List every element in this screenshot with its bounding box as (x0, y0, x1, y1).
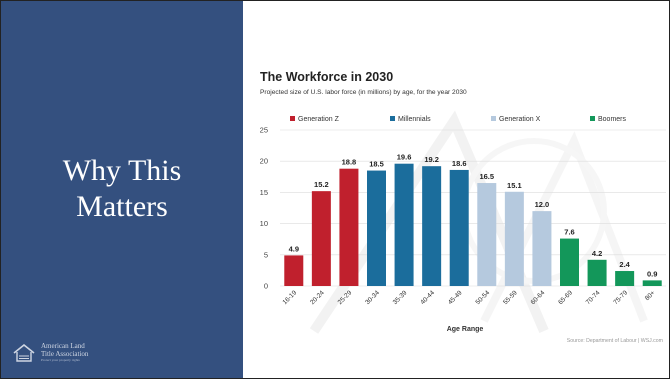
chart-title: The Workforce in 2030 (260, 70, 393, 84)
bar-value-label: 19.2 (424, 155, 439, 164)
y-tick-labels: 0 5 10 15 20 25 (260, 126, 268, 291)
title-panel: Why This Matters American Land Title Ass… (1, 1, 243, 378)
x-tick-label: 20-24 (309, 289, 326, 306)
legend-label: Boomers (598, 116, 627, 123)
x-tick-label: 30-34 (364, 289, 381, 306)
y-tick-label: 5 (264, 250, 268, 259)
legend-label: Generation X (499, 116, 541, 123)
logo-tagline: Protect your property rights (41, 358, 80, 362)
bars (284, 163, 662, 286)
legend-swatch (590, 116, 595, 121)
bar (532, 211, 552, 286)
bar (615, 271, 635, 286)
bar-value-label: 18.8 (342, 158, 357, 167)
x-tick-label: 65-69 (557, 289, 574, 306)
bar-value-label: 7.6 (564, 228, 574, 237)
y-tick-label: 10 (260, 219, 268, 228)
logo-text: American Land Title Association Protect … (41, 342, 88, 363)
x-tick-label: 16-19 (281, 289, 298, 306)
bar-value-label: 4.2 (592, 249, 602, 258)
bar-value-label: 4.9 (289, 244, 299, 253)
bar (504, 191, 524, 286)
legend-swatch (491, 116, 496, 121)
bar (284, 255, 304, 286)
y-tick-label: 15 (260, 188, 268, 197)
y-tick-label: 0 (264, 282, 268, 291)
bar (587, 259, 607, 286)
x-tick-label: 35-39 (392, 289, 409, 306)
workforce-bar-chart: The Workforce in 2030 Projected size of … (260, 70, 666, 344)
slide-title-line-1: Why This (62, 154, 182, 187)
alta-logo: American Land Title Association Protect … (13, 342, 133, 364)
chart-subtitle: Projected size of U.S. labor force (in m… (260, 89, 467, 96)
bar (449, 169, 469, 286)
value-labels: 4.9 15.2 18.8 18.5 19.6 19.2 18.6 16.5 15.1 12.0 7… (289, 153, 658, 279)
bar (394, 163, 414, 286)
logo-line-1: American Land (41, 342, 85, 350)
bar-value-label: 0.9 (647, 269, 657, 278)
x-tick-label: 55-59 (502, 289, 519, 306)
legend-swatch (390, 116, 395, 121)
bar (311, 191, 331, 286)
y-tick-label: 25 (260, 126, 268, 135)
legend-label: Millennials (398, 116, 431, 123)
x-tick-label: 80+ (644, 289, 657, 302)
y-tick-label: 20 (260, 157, 268, 166)
slide-title: Why This Matters (1, 153, 243, 225)
x-axis-label: Age Range (447, 326, 484, 333)
bar-value-label: 16.5 (479, 172, 494, 181)
bar-value-label: 18.5 (369, 160, 384, 169)
bar (642, 280, 662, 286)
x-tick-label: 70-74 (585, 289, 602, 306)
legend-label: Generation Z (298, 116, 340, 123)
bar-value-label: 15.2 (314, 180, 329, 189)
legend-swatch (290, 116, 295, 121)
slide-title-line-2: Matters (76, 190, 168, 223)
bar (560, 238, 579, 286)
bar-value-label: 19.6 (397, 153, 412, 162)
bar-value-label: 2.4 (619, 260, 630, 269)
source-note: Source: Department of Labour | WSJ.com (567, 338, 663, 344)
bar-value-label: 18.6 (452, 159, 467, 168)
bar (339, 168, 359, 286)
bar (477, 183, 497, 286)
chart-area: The Workforce in 2030 Projected size of … (244, 1, 669, 378)
legend: Generation Z Millennials Generation X Boome… (290, 116, 627, 123)
bar-value-label: 12.0 (535, 200, 550, 209)
logo-line-2: Title Association (41, 350, 89, 358)
bar-value-label: 15.1 (507, 181, 522, 190)
x-tick-label: 75-79 (612, 289, 629, 306)
house-icon (13, 344, 35, 362)
bar (422, 166, 442, 286)
bar (367, 170, 386, 286)
x-tick-label: 45-49 (447, 289, 464, 306)
x-tick-label: 40-44 (419, 289, 436, 306)
